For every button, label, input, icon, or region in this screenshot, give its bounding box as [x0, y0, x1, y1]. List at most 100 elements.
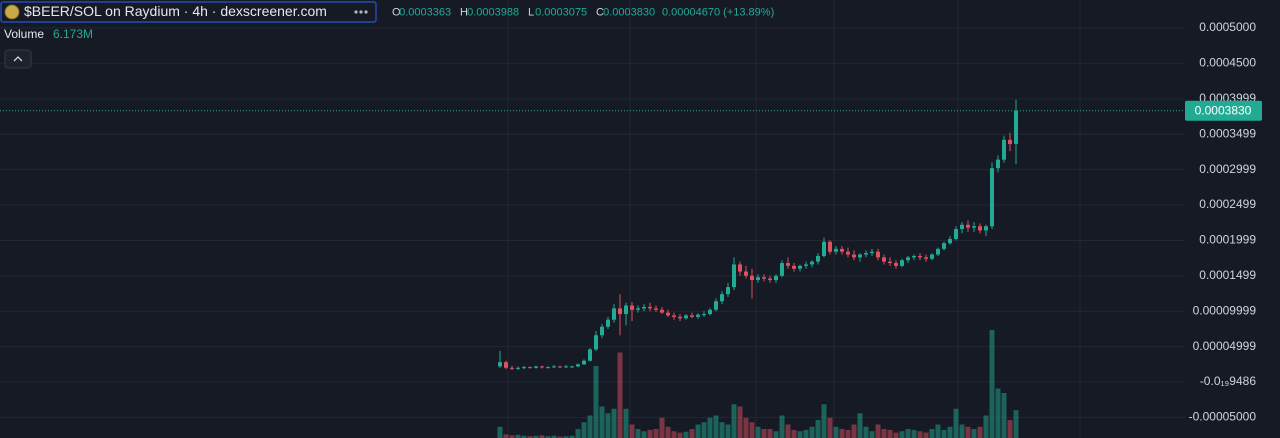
volume-bar	[581, 422, 587, 438]
candle-body	[750, 275, 754, 281]
more-dots[interactable]	[354, 10, 368, 14]
candles	[498, 99, 1018, 370]
volume-bar	[503, 434, 509, 438]
candle-body	[864, 253, 868, 255]
y-tick-label: 0.0001499	[1199, 268, 1256, 282]
volume-bar	[611, 408, 617, 438]
candle-body	[936, 248, 940, 255]
title-box[interactable]	[0, 1, 377, 23]
volume-bar	[767, 429, 773, 438]
volume-bar	[509, 435, 515, 438]
candle-body	[816, 255, 820, 262]
volume-bar	[947, 426, 953, 438]
candle-body	[726, 287, 730, 295]
y-tick-label: 0.0005000	[1199, 20, 1256, 34]
volume-bar	[827, 417, 833, 438]
volume-bar	[959, 424, 965, 438]
candle-body	[876, 251, 880, 258]
candle-body	[552, 366, 556, 368]
volume-bar	[641, 431, 647, 438]
volume-bar	[953, 408, 959, 438]
ohlc-value: 0.0003363	[399, 6, 451, 18]
candle-body	[576, 364, 580, 367]
volume-bar	[869, 431, 875, 438]
volume-bar	[671, 431, 677, 438]
volume-bar	[929, 429, 935, 438]
volume-bar	[539, 435, 545, 438]
candle-body	[1008, 139, 1012, 145]
candle-body	[990, 168, 994, 227]
candle-body	[594, 335, 598, 350]
collapse-button[interactable]	[4, 49, 32, 69]
volume-bar	[809, 426, 815, 438]
y-tick-label: 0.0002499	[1199, 197, 1256, 211]
candle-body	[630, 305, 634, 310]
candle-body	[654, 308, 658, 310]
volume-bar	[743, 417, 749, 438]
candle-body	[894, 263, 898, 266]
volume-bar	[761, 429, 767, 438]
volume-bar	[917, 431, 923, 438]
volume-bar	[839, 429, 845, 438]
volume-bar	[521, 435, 527, 438]
volume-bar	[605, 413, 611, 438]
candle-body	[774, 275, 778, 281]
y-tick-label: 0.0004500	[1199, 56, 1256, 70]
candle-body	[636, 308, 640, 310]
volume-bar	[941, 429, 947, 438]
last-price-label: 0.0003830	[1195, 103, 1252, 117]
candle-body	[924, 257, 928, 259]
volume-bar	[719, 422, 725, 438]
volume-bar	[665, 426, 671, 438]
volume-bar	[653, 429, 659, 438]
volume-bar	[707, 417, 713, 438]
volume-bar	[587, 415, 593, 438]
candle-body	[948, 238, 952, 244]
candle-body	[846, 251, 850, 255]
volume-bar	[545, 436, 551, 438]
candle-body	[762, 277, 766, 279]
volume-bar	[725, 424, 731, 438]
candle-body	[714, 301, 718, 310]
y-tick-label: 0.00004999	[1193, 339, 1257, 353]
volume-bar	[773, 431, 779, 438]
volume-bar	[1013, 410, 1019, 438]
volume-bar	[821, 404, 827, 438]
candle-body	[966, 224, 970, 228]
candle-body	[810, 261, 814, 265]
candle-body	[588, 349, 592, 361]
y-tick-label: 0.0002999	[1199, 162, 1256, 176]
candle-body	[1002, 139, 1006, 160]
volume-bar	[971, 429, 977, 438]
candle-body	[606, 319, 610, 327]
candle-body	[942, 243, 946, 249]
candle-body	[888, 261, 892, 264]
y-tick-label: 0.00009999	[1193, 303, 1257, 317]
volume-bar	[935, 424, 941, 438]
candle-body	[984, 226, 988, 231]
volume-bar	[527, 436, 533, 438]
volume-bar	[659, 417, 665, 438]
candle-body	[600, 326, 604, 336]
ohlc-key: O	[392, 6, 401, 18]
candle-body	[528, 367, 532, 369]
candle-body	[822, 241, 826, 256]
candle-body	[564, 366, 568, 368]
volume-title: Volume	[4, 27, 44, 41]
candle-body	[918, 255, 922, 258]
volume-bar	[893, 432, 899, 438]
candle-body	[540, 366, 544, 368]
volume-bar	[635, 429, 641, 438]
volume-bar	[923, 432, 929, 438]
candle-body	[996, 159, 1000, 169]
ohlc-key: H	[460, 6, 468, 18]
candle-body	[798, 265, 802, 269]
candle-body	[834, 248, 838, 252]
volume-bar	[677, 432, 683, 438]
volume-bar	[515, 434, 521, 438]
candle-body	[558, 366, 562, 368]
volume-bar	[791, 429, 797, 438]
candle-body	[780, 263, 784, 276]
volume-bar	[533, 435, 539, 438]
volume-bar	[779, 415, 785, 438]
